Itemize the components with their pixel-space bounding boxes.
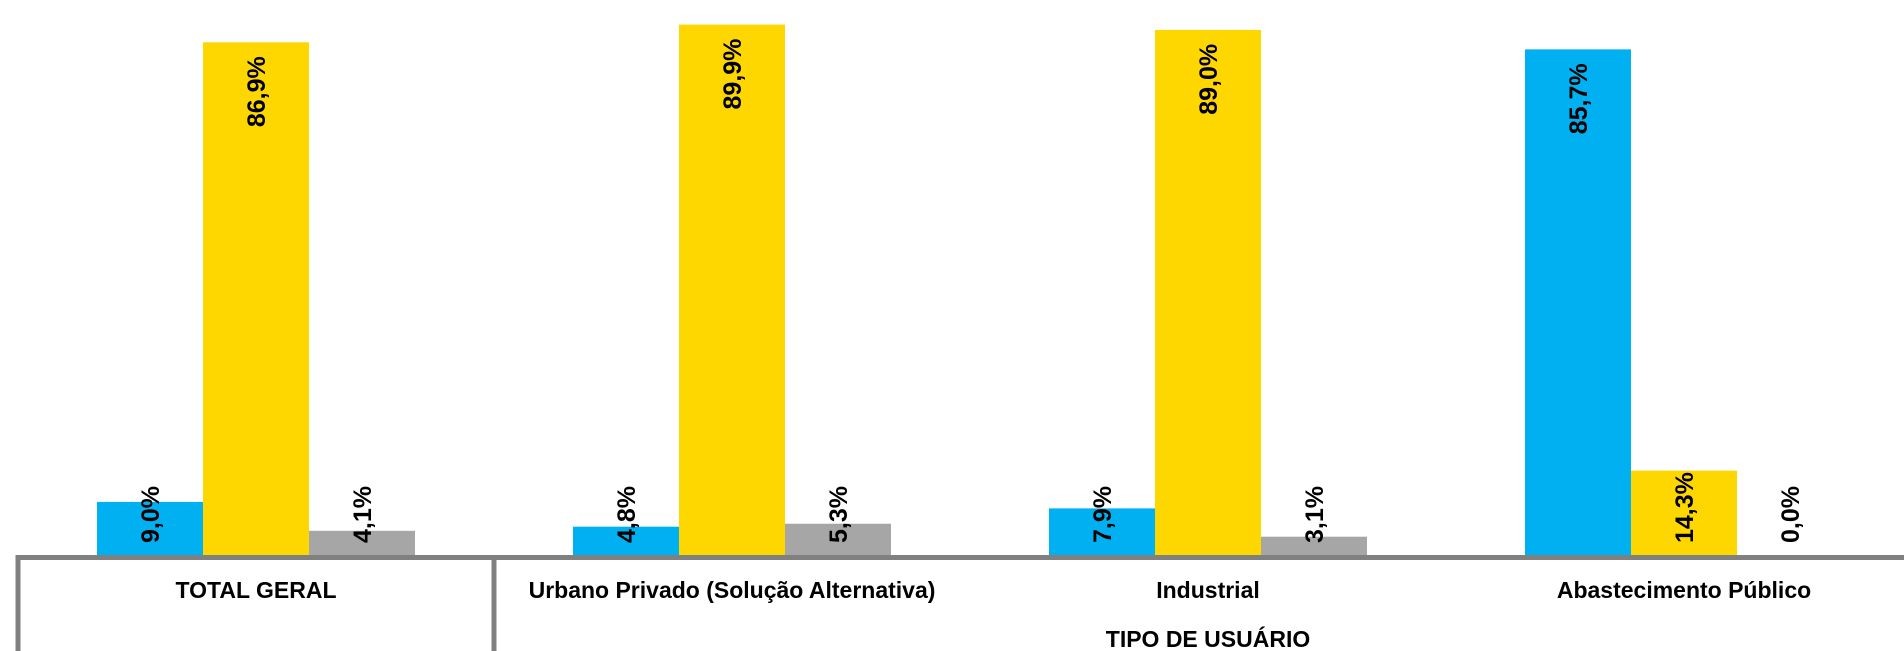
data-label-s1-c4: 85,7% [1565, 63, 1593, 134]
data-label-s3-c3: 3,1% [1301, 486, 1329, 543]
bars-group [97, 24, 1737, 556]
category-axis: TOTAL GERAL Urbano Privado (Solução Alter… [15, 555, 1904, 651]
data-label-s2-c2: 89,9% [719, 39, 747, 110]
data-label-s1-c3: 7,9% [1089, 486, 1117, 543]
data-label-s2-c1: 86,9% [243, 56, 271, 127]
category-label-3: Industrial [1156, 577, 1260, 603]
bar-s2-c3 [1155, 29, 1261, 555]
bar-s1-c1 [97, 501, 203, 555]
data-label-s1-c2: 4,8% [613, 486, 641, 543]
bar-s3-c2 [785, 523, 891, 555]
category-label-1: TOTAL GERAL [176, 577, 337, 603]
category-labels: TOTAL GERAL Urbano Privado (Solução Alter… [176, 577, 1812, 603]
bar-s1-c4 [1525, 49, 1631, 556]
x-axis-title: TIPO DE USUÁRIO [1106, 625, 1310, 651]
data-label-s2-c4: 14,3% [1671, 472, 1699, 543]
bar-s2-c4 [1631, 470, 1737, 555]
category-label-4: Abastecimento Público [1557, 577, 1811, 603]
bar-s1-c2 [573, 526, 679, 555]
bar-s3-c3 [1261, 536, 1367, 555]
bar-s2-c2 [679, 24, 785, 555]
data-label-s3-c1: 4,1% [349, 486, 377, 543]
data-label-s3-c4: 0,0% [1777, 486, 1805, 543]
category-label-2: Urbano Privado (Solução Alternativa) [529, 577, 936, 603]
bar-s3-c1 [309, 530, 415, 555]
bar-s1-c3 [1049, 508, 1155, 555]
bar-s2-c1 [203, 42, 309, 556]
data-label-s1-c1: 9,0% [137, 486, 165, 543]
data-label-s3-c2: 5,3% [825, 486, 853, 543]
data-label-s2-c3: 89,0% [1195, 44, 1223, 115]
data-labels-group: 9,0% 4,8% 7,9% 85,7% 86,9% 89,9% 89,0% 14,3% 4,1… [137, 39, 1805, 543]
